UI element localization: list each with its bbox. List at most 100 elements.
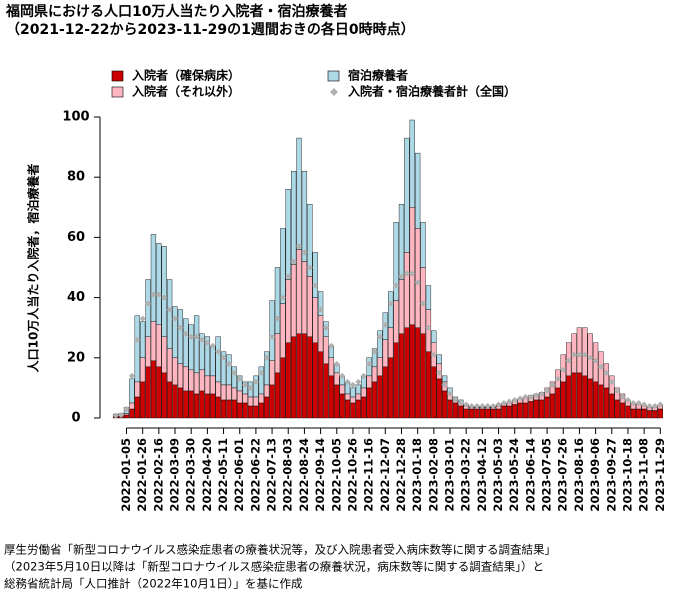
chart-title: 福岡県における人口10万人当たり入院者・宿泊療養者 — [5, 3, 347, 20]
bar-segment — [215, 396, 221, 419]
bar-segment — [317, 351, 324, 419]
point — [382, 321, 389, 328]
point — [128, 372, 135, 379]
bar-segment — [388, 327, 394, 359]
point — [635, 399, 642, 406]
bar-segment — [555, 387, 561, 419]
bar-segment — [285, 189, 291, 280]
x-tick-label: 2023-05-24 — [507, 438, 521, 512]
point — [306, 264, 313, 271]
point — [614, 387, 621, 394]
bar-segment — [193, 372, 200, 395]
x-tick-label: 2022-12-07 — [378, 438, 392, 512]
bar-segment — [425, 351, 432, 419]
bar-segment — [436, 378, 442, 419]
x-tick-label: 2022-03-09 — [168, 438, 182, 512]
legend-label: 入院者（確保病床） — [132, 68, 240, 83]
legend-label: 宿泊療養者 — [348, 68, 408, 83]
bar-segment — [280, 228, 286, 304]
bar-segment — [377, 357, 383, 377]
bar-segment — [291, 336, 297, 419]
bar-segment — [393, 222, 399, 301]
bar-segment — [301, 333, 308, 419]
point — [134, 336, 141, 343]
point — [641, 401, 648, 408]
bar-segment — [140, 357, 146, 383]
bar-segment — [253, 375, 259, 398]
bar-segment — [220, 384, 227, 401]
bar-segment — [420, 333, 426, 419]
x-tick-label: 2023-09-27 — [604, 438, 618, 512]
point — [425, 324, 432, 331]
note: （2023年5月10日以降は「新型コロナウイルス感染症患者の療養状況，病床数等に… — [4, 560, 544, 574]
point — [506, 398, 513, 405]
point — [549, 381, 556, 388]
bar-segment — [522, 402, 529, 419]
bar-segment — [582, 375, 588, 419]
bar-segment — [145, 366, 151, 419]
point — [587, 354, 594, 361]
point — [522, 393, 529, 400]
y-axis-title: 人口10万人当たり入院者，宿泊療養者 — [26, 164, 41, 373]
point — [188, 333, 195, 340]
bar-segment — [441, 390, 448, 419]
bar-segment — [404, 327, 410, 419]
bar-segment — [134, 396, 140, 419]
bar-segment — [183, 318, 189, 368]
bar-segment — [285, 342, 291, 419]
point — [355, 378, 362, 385]
bar-segment — [646, 410, 653, 419]
point — [274, 315, 281, 322]
point — [554, 375, 561, 382]
point — [333, 360, 340, 367]
bar-segment — [226, 384, 232, 401]
x-tick-label: 2022-08-24 — [297, 438, 311, 512]
bar-segment — [377, 375, 383, 419]
bar-segment — [215, 381, 221, 398]
bar-segment — [291, 264, 297, 337]
bar-segment — [447, 399, 453, 419]
bar-segment — [129, 408, 135, 419]
x-tick-label: 2022-10-05 — [329, 438, 343, 512]
bar-segment — [344, 393, 351, 401]
point — [527, 393, 534, 400]
bar-segment — [549, 381, 556, 395]
point — [479, 402, 486, 409]
bar-segment — [199, 369, 205, 392]
bar-segment — [587, 378, 593, 419]
bar-segment — [350, 387, 356, 398]
bar-segment — [398, 279, 405, 334]
bar-segment — [415, 152, 421, 229]
point — [430, 351, 437, 358]
bar-segment — [425, 285, 432, 310]
note: 厚生労働省「新型コロナウイルス感染症患者の療養状況等，及び入院患者受入病床数等に… — [4, 543, 556, 557]
point — [166, 306, 173, 313]
bar-segment — [425, 309, 432, 352]
bar-segment — [350, 402, 356, 419]
bar-segment — [312, 252, 318, 298]
bar-segment — [269, 384, 275, 419]
bar-segment — [539, 399, 545, 419]
bar-segment — [296, 137, 302, 250]
point — [198, 336, 205, 343]
bar-segment — [431, 366, 437, 419]
bar-segment — [415, 228, 421, 328]
bar-segment — [463, 408, 469, 419]
point — [398, 273, 405, 280]
point — [344, 378, 351, 385]
bar-segment — [474, 408, 480, 419]
x-tick-label: 2022-10-26 — [345, 438, 359, 512]
bar-segment — [301, 170, 308, 262]
bar-segment — [312, 342, 318, 419]
bar-segment — [258, 402, 264, 419]
x-tick-label: 2022-03-30 — [184, 438, 198, 512]
bar-segment — [183, 390, 189, 419]
bar-segment — [485, 408, 491, 419]
point — [215, 348, 222, 355]
bar-segment — [166, 279, 173, 349]
point — [139, 315, 146, 322]
point — [269, 333, 276, 340]
bar-segment — [237, 390, 243, 404]
point — [651, 402, 658, 409]
x-tick-label: 2023-02-08 — [426, 438, 440, 512]
